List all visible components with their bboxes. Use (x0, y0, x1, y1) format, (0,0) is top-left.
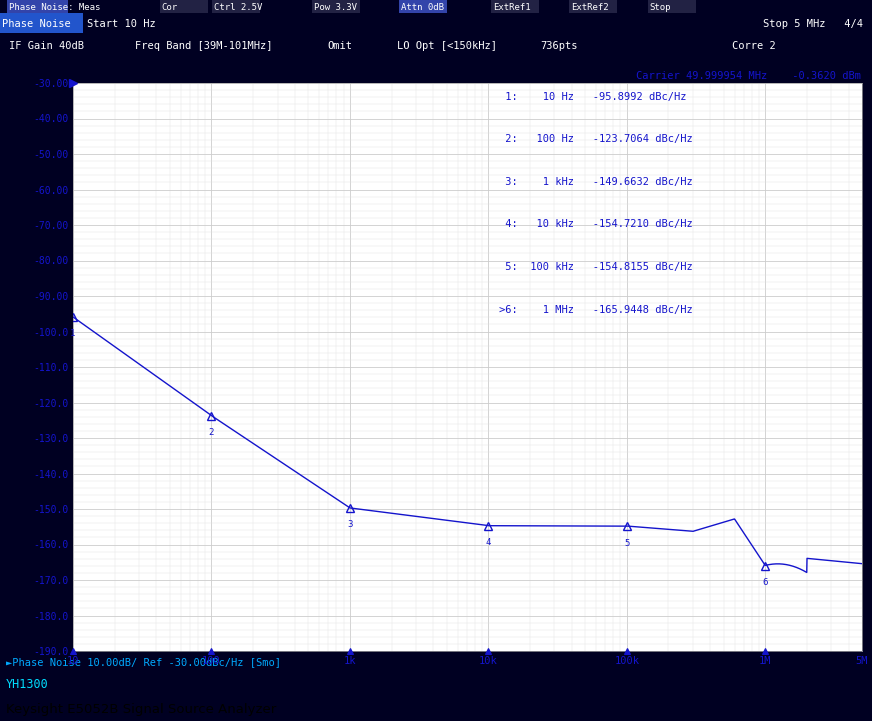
Text: Attn 0dB: Attn 0dB (401, 3, 444, 12)
Text: 3:    1 kHz   -149.6632 dBc/Hz: 3: 1 kHz -149.6632 dBc/Hz (499, 177, 693, 187)
Text: 3: 3 (347, 521, 352, 529)
Text: Ctrl 2.5V: Ctrl 2.5V (214, 3, 262, 12)
Text: Phase Noise: Meas: Phase Noise: Meas (9, 3, 100, 12)
Bar (312, 0, 360, 13)
Bar (648, 0, 696, 13)
Text: YH1300: YH1300 (6, 678, 49, 691)
Text: Pow 3.3V: Pow 3.3V (314, 3, 357, 12)
Text: ExtRef1: ExtRef1 (493, 3, 530, 12)
Bar (569, 0, 617, 13)
Text: 6: 6 (762, 578, 768, 587)
Text: >6:    1 MHz   -165.9448 dBc/Hz: >6: 1 MHz -165.9448 dBc/Hz (499, 304, 693, 314)
Text: LO Opt [<150kHz]: LO Opt [<150kHz] (397, 41, 497, 51)
Text: Stop 5 MHz   4/4: Stop 5 MHz 4/4 (763, 19, 863, 29)
Text: Carrier 49.999954 MHz    -0.3620 dBm: Carrier 49.999954 MHz -0.3620 dBm (637, 71, 862, 81)
Text: ExtRef2: ExtRef2 (571, 3, 609, 12)
Text: 5: 5 (624, 539, 630, 547)
Text: Keysight E5052B Signal Source Analyzer: Keysight E5052B Signal Source Analyzer (6, 703, 276, 716)
Text: Phase Noise: Phase Noise (2, 19, 71, 29)
Text: Corre 2: Corre 2 (732, 41, 776, 51)
Text: 1:    10 Hz   -95.8992 dBc/Hz: 1: 10 Hz -95.8992 dBc/Hz (499, 92, 686, 102)
Text: 5:  100 kHz   -154.8155 dBc/Hz: 5: 100 kHz -154.8155 dBc/Hz (499, 262, 693, 272)
Text: 2: 2 (208, 428, 215, 437)
Text: 4:   10 kHz   -154.7210 dBc/Hz: 4: 10 kHz -154.7210 dBc/Hz (499, 219, 693, 229)
Text: Stop: Stop (650, 3, 671, 12)
Bar (399, 0, 447, 13)
Text: Freq Band [39M-101MHz]: Freq Band [39M-101MHz] (135, 41, 273, 51)
Text: 736pts: 736pts (541, 41, 578, 51)
Bar (0, 13, 83, 33)
Text: 1: 1 (71, 329, 76, 338)
Text: 4: 4 (486, 538, 491, 547)
Text: Omit: Omit (327, 41, 352, 51)
Bar (7, 0, 68, 13)
Bar (491, 0, 539, 13)
Text: ►Phase Noise 10.00dB/ Ref -30.00dBc/Hz [Smo]: ►Phase Noise 10.00dB/ Ref -30.00dBc/Hz [… (6, 658, 281, 668)
Bar (212, 0, 260, 13)
Text: Cor: Cor (161, 3, 177, 12)
Text: IF Gain 40dB: IF Gain 40dB (9, 41, 84, 51)
Bar (160, 0, 208, 13)
Text: Start 10 Hz: Start 10 Hz (87, 19, 156, 29)
Text: 2:   100 Hz   -123.7064 dBc/Hz: 2: 100 Hz -123.7064 dBc/Hz (499, 134, 693, 144)
